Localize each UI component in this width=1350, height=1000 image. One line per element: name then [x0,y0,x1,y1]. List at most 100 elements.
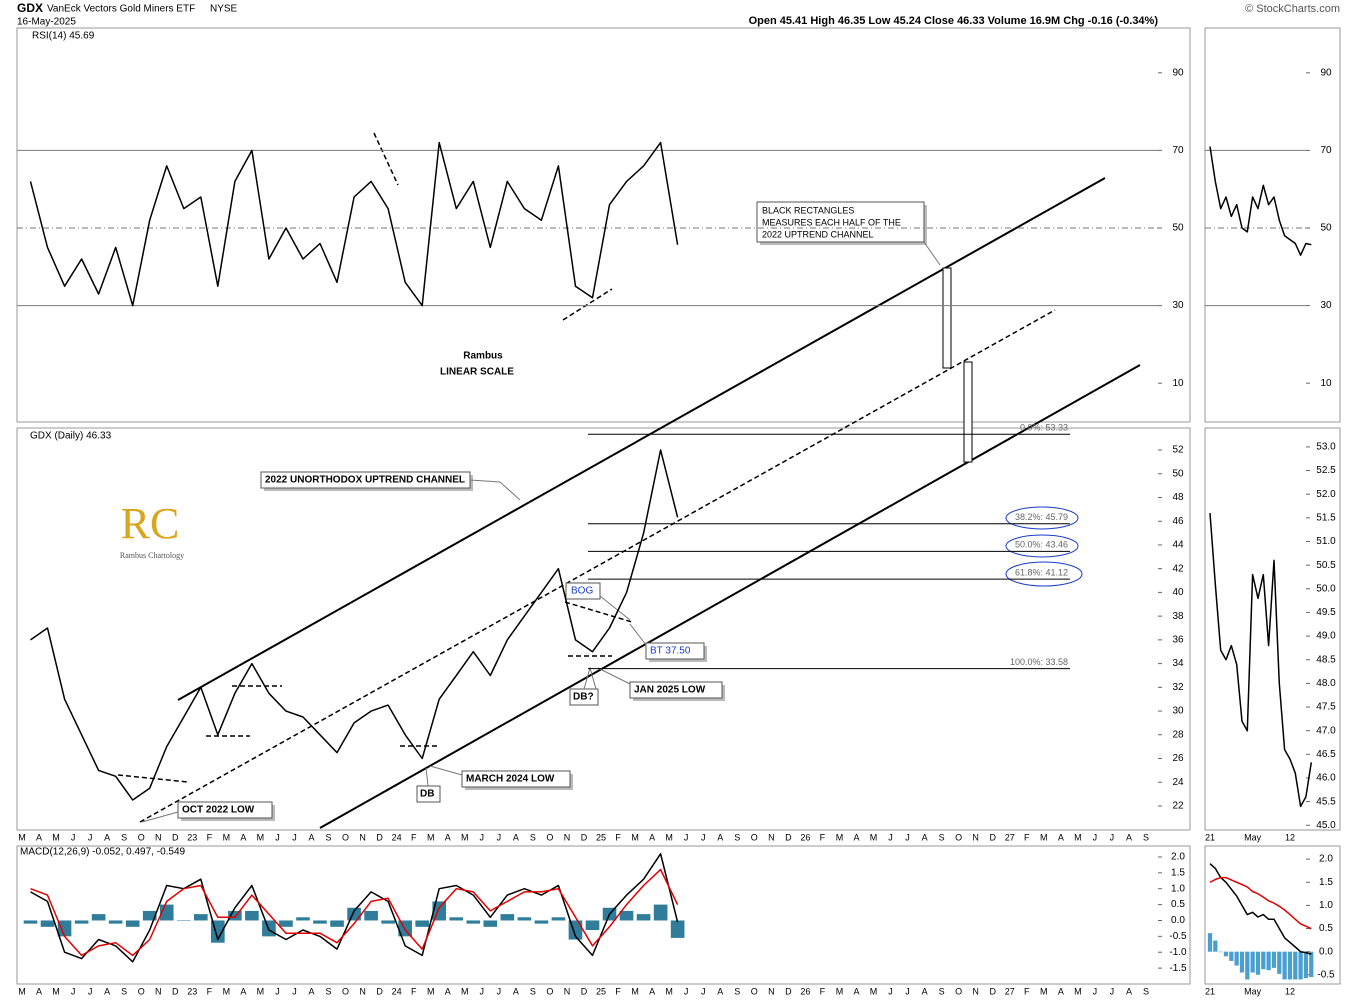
x-tick-label: 12 [1285,986,1295,996]
x-tick-label: O [955,832,962,842]
x-tick-label: J [275,832,280,842]
x-tick-label: A [853,832,859,842]
histogram-bar [670,920,685,938]
x-tick-label: M [1040,986,1048,996]
y-tick-label: -0.5 [1317,969,1335,980]
y-tick-label: 0.5 [1319,923,1333,934]
histogram-bar [1309,951,1314,978]
note-pointer [429,765,463,776]
x-tick-label: M [223,832,231,842]
x-tick-label: D [989,986,996,996]
histogram-bar [1229,951,1234,961]
y-tick-label: 10 [1320,378,1332,389]
x-tick-label: 27 [1005,986,1015,996]
x-tick-label: D [785,986,792,996]
histogram-bar [636,914,651,921]
x-tick-label: N [155,986,162,996]
x-tick-label: A [445,986,451,996]
x-tick-label: A [513,986,519,996]
x-tick-label: O [546,986,553,996]
histogram-bar [1287,951,1293,980]
note-pointer [597,667,631,685]
x-tick-label: M [461,986,469,996]
x-tick-label: S [939,986,945,996]
x-tick-label: J [88,986,93,996]
x-tick-label: 26 [800,832,810,842]
histogram-bar [1271,951,1277,968]
histogram-bar [1293,951,1298,980]
histogram-bar [500,914,515,921]
series-line [1209,513,1313,808]
symbol: GDX [17,1,43,15]
x-tick-label: A [922,832,928,842]
histogram-bar [1250,951,1255,973]
x-tick-label: 25 [596,832,606,842]
x-tick-label: O [342,832,349,842]
histogram-bar [1303,951,1309,979]
note-pointer [425,767,429,787]
y-tick-label: 50 [1172,223,1184,234]
x-tick-label: J [701,832,706,842]
fib-label: 38.2%: 45.79 [1015,512,1068,522]
x-tick-label: A [649,832,655,842]
x-tick-label: S [530,832,536,842]
y-tick-label: 70 [1172,145,1184,156]
x-tick-label: J [292,832,297,842]
x-tick-label: M [1074,986,1082,996]
x-tick-label: A [36,832,42,842]
series-line [1209,876,1312,930]
x-tick-label: S [734,986,740,996]
x-tick-label: S [121,986,127,996]
x-tick-label: A [717,986,723,996]
rsi-trendline [562,288,613,321]
x-tick-label: M [257,832,265,842]
x-tick-label: F [207,832,213,842]
y-tick-label: 50 [1320,223,1332,234]
x-tick-label: 21 [1205,986,1215,996]
histogram-bar [330,920,344,927]
y-tick-label: 46.5 [1316,749,1336,760]
y-tick-label: -1.5 [1169,963,1187,974]
y-tick-label: 30 [1320,300,1332,311]
histogram-bar [125,920,140,927]
histogram-bar [1239,951,1245,973]
x-tick-label: S [326,986,332,996]
x-tick-label: A [1058,832,1064,842]
x-tick-label: J [905,832,910,842]
support-line [564,601,633,623]
y-tick-label: 0.0 [1171,915,1185,926]
x-tick-label: 24 [392,832,402,842]
x-tick-label: M [1074,832,1082,842]
x-tick-label: 12 [1285,832,1295,842]
x-tick-label: M [52,832,60,842]
x-tick-label: M [665,986,673,996]
x-tick-label: M [257,986,265,996]
x-tick-label: N [768,832,775,842]
y-tick-label: 30 [1172,300,1184,311]
note-pointer [469,479,521,501]
x-tick-label: May [1244,986,1262,996]
histogram-bar [517,917,532,921]
bog-note: BOG [571,586,593,597]
histogram-bar [228,910,242,921]
note-pointer [583,666,597,690]
x-tick-label: J [480,832,485,842]
y-tick-label: 1.0 [1171,883,1185,894]
x-tick-label: F [1024,986,1030,996]
x-tick-label: N [359,832,366,842]
x-tick-label: J [71,832,76,842]
y-tick-label: 47.5 [1316,702,1336,713]
x-tick-label: J [480,986,485,996]
bt-note: BT 37.50 [650,646,691,657]
x-tick-label: A [717,832,723,842]
histogram-bar [142,910,157,921]
author: Rambus [463,351,503,362]
histogram-bar [1245,951,1250,980]
y-tick-label: 42 [1172,563,1184,574]
x-tick-label: 27 [1005,832,1015,842]
histogram-bar [1234,951,1239,966]
x-tick-label: M [52,986,60,996]
y-tick-label: 50 [1172,468,1184,479]
series-line [29,141,679,307]
